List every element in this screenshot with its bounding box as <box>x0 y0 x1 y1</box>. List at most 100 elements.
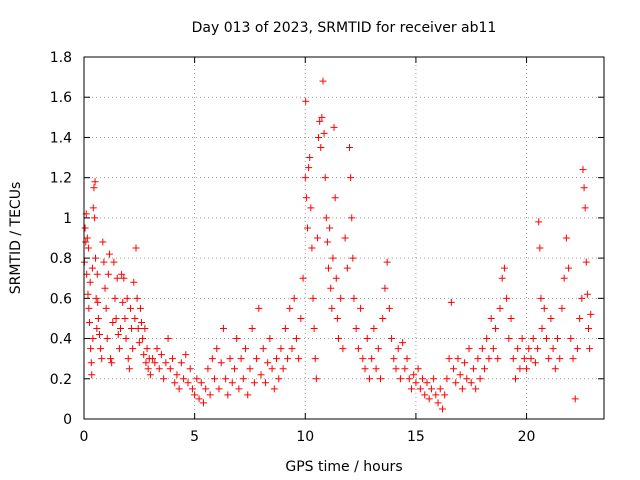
data-point <box>215 385 223 393</box>
data-point <box>319 77 327 85</box>
y-tick-label: 0.4 <box>50 332 72 348</box>
data-point <box>133 294 141 302</box>
data-point <box>586 345 594 353</box>
data-point <box>93 270 101 278</box>
data-point <box>275 375 283 383</box>
data-point <box>140 351 148 359</box>
data-point <box>88 371 96 379</box>
data-point <box>454 355 462 363</box>
data-point <box>115 345 123 353</box>
data-point <box>363 335 371 343</box>
data-point <box>259 345 267 353</box>
data-point <box>257 371 265 379</box>
data-point <box>527 355 535 363</box>
data-point <box>84 290 92 298</box>
data-point <box>253 355 261 363</box>
data-point <box>547 314 555 322</box>
data-point <box>119 298 127 306</box>
data-point <box>432 391 440 399</box>
data-point <box>284 355 292 363</box>
data-point <box>554 335 562 343</box>
data-point <box>374 345 382 353</box>
data-point <box>461 359 469 367</box>
data-point <box>93 325 101 332</box>
data-point <box>242 345 250 353</box>
data-point <box>310 325 318 332</box>
data-point <box>516 365 524 373</box>
data-point <box>348 214 356 222</box>
data-point <box>458 385 466 393</box>
chart-title: Day 013 of 2023, SRMTID for receiver ab1… <box>192 20 497 36</box>
data-point <box>175 385 183 393</box>
data-point <box>467 379 475 387</box>
data-point <box>445 355 453 363</box>
data-point <box>113 274 121 282</box>
data-point <box>347 174 355 182</box>
data-point <box>88 264 96 272</box>
data-point <box>573 345 581 353</box>
data-point <box>518 335 526 343</box>
data-point <box>261 379 269 387</box>
data-point <box>286 304 294 312</box>
data-point <box>143 345 151 353</box>
data-point <box>487 314 495 322</box>
plot-frame <box>83 56 605 420</box>
data-point <box>228 379 236 387</box>
data-point <box>128 325 136 332</box>
data-point <box>489 345 497 353</box>
data-point <box>465 345 473 353</box>
data-point <box>103 335 111 343</box>
data-point <box>483 335 491 343</box>
data-point <box>388 335 396 343</box>
data-point <box>219 325 227 332</box>
data-point <box>301 174 309 182</box>
data-point <box>581 204 589 212</box>
data-point <box>403 355 411 363</box>
data-point <box>313 234 321 242</box>
data-point <box>94 314 102 322</box>
data-point <box>191 391 199 399</box>
data-point <box>587 310 595 318</box>
data-point <box>206 391 214 399</box>
data-point <box>421 391 429 399</box>
data-point <box>359 355 367 363</box>
data-point <box>430 375 438 383</box>
data-point <box>184 379 192 387</box>
data-point <box>142 359 150 367</box>
data-point <box>450 365 458 373</box>
data-point <box>562 234 570 242</box>
data-point <box>558 304 566 312</box>
data-point <box>436 385 444 393</box>
data-point <box>514 345 522 353</box>
data-point <box>368 355 376 363</box>
data-point <box>226 355 234 363</box>
data-point <box>182 351 190 359</box>
data-point <box>580 184 588 192</box>
y-axis-label: SRMTID / TECUs <box>8 182 24 295</box>
data-point <box>290 294 298 302</box>
data-point <box>576 314 584 322</box>
data-point <box>326 224 334 232</box>
data-point <box>101 284 109 292</box>
y-tick-label: 1.6 <box>50 90 72 106</box>
data-point <box>302 194 310 202</box>
data-point <box>500 264 508 272</box>
data-point <box>86 278 94 286</box>
data-point <box>302 97 310 105</box>
data-point <box>166 365 174 373</box>
data-point <box>456 371 464 379</box>
data-point <box>171 379 179 387</box>
data-point <box>396 375 404 383</box>
data-point <box>160 375 168 383</box>
data-point <box>447 298 455 306</box>
data-point <box>529 335 537 343</box>
data-point <box>332 274 340 282</box>
data-point <box>186 365 194 373</box>
y-tick-label: 1 <box>63 211 72 227</box>
data-point <box>114 331 122 339</box>
data-point <box>414 365 422 373</box>
data-point <box>135 339 143 347</box>
data-point <box>134 325 142 332</box>
data-point <box>361 365 369 373</box>
